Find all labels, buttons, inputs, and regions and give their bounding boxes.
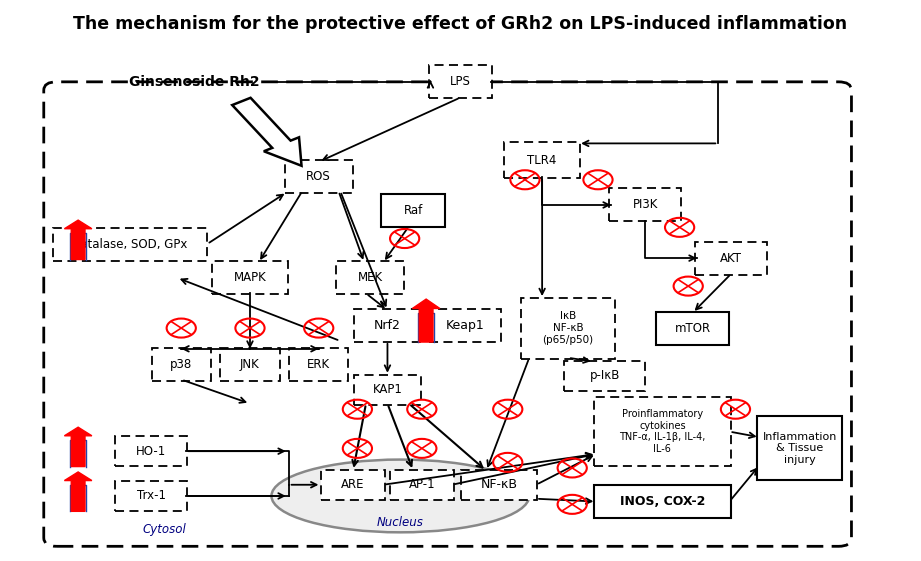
- Text: Nucleus: Nucleus: [377, 516, 424, 528]
- FancyBboxPatch shape: [460, 470, 538, 500]
- FancyBboxPatch shape: [657, 311, 729, 344]
- FancyArrow shape: [232, 98, 301, 166]
- Text: Keap1: Keap1: [446, 319, 484, 332]
- FancyArrow shape: [64, 427, 92, 467]
- Text: TLR4: TLR4: [528, 154, 557, 167]
- Text: Nrf2: Nrf2: [374, 319, 401, 332]
- FancyBboxPatch shape: [220, 348, 280, 381]
- Text: HO-1: HO-1: [136, 445, 167, 458]
- FancyBboxPatch shape: [757, 416, 843, 480]
- FancyBboxPatch shape: [381, 194, 445, 227]
- FancyBboxPatch shape: [390, 470, 454, 500]
- FancyBboxPatch shape: [336, 261, 404, 294]
- Text: INOS, COX-2: INOS, COX-2: [620, 495, 705, 508]
- FancyBboxPatch shape: [521, 297, 614, 358]
- Text: Catalase, SOD, GPx: Catalase, SOD, GPx: [72, 238, 187, 251]
- FancyBboxPatch shape: [152, 348, 211, 381]
- Text: ERK: ERK: [308, 358, 331, 371]
- Text: Raf: Raf: [403, 204, 423, 217]
- Text: p-IκB: p-IκB: [589, 369, 620, 382]
- FancyBboxPatch shape: [321, 470, 385, 500]
- FancyBboxPatch shape: [115, 436, 187, 466]
- FancyBboxPatch shape: [504, 142, 580, 178]
- FancyArrow shape: [64, 220, 92, 260]
- FancyBboxPatch shape: [285, 160, 353, 194]
- FancyBboxPatch shape: [594, 397, 730, 466]
- Text: AP-1: AP-1: [409, 479, 435, 491]
- Text: mTOR: mTOR: [674, 321, 711, 334]
- FancyBboxPatch shape: [594, 485, 730, 518]
- Text: ROS: ROS: [307, 171, 331, 183]
- FancyBboxPatch shape: [289, 348, 348, 381]
- FancyBboxPatch shape: [428, 65, 493, 98]
- FancyBboxPatch shape: [565, 361, 646, 391]
- Text: Ginsenoside Rh2: Ginsenoside Rh2: [129, 75, 260, 89]
- Text: AKT: AKT: [720, 252, 742, 265]
- Text: Inflammation
& Tissue
injury: Inflammation & Tissue injury: [763, 432, 837, 465]
- Text: KAP1: KAP1: [372, 383, 402, 396]
- FancyBboxPatch shape: [428, 309, 501, 342]
- Text: LPS: LPS: [450, 75, 471, 88]
- Text: JNK: JNK: [240, 358, 260, 371]
- FancyArrow shape: [413, 299, 440, 342]
- Text: NF-κB: NF-κB: [481, 479, 518, 491]
- Ellipse shape: [272, 459, 530, 532]
- FancyArrow shape: [64, 472, 92, 511]
- FancyBboxPatch shape: [354, 375, 422, 404]
- Text: IκB
NF-κB
(p65/p50): IκB NF-κB (p65/p50): [542, 311, 593, 344]
- Text: MEK: MEK: [357, 271, 383, 284]
- FancyBboxPatch shape: [115, 481, 187, 511]
- Text: Proinflammatory
cytokines
TNF-α, IL-1β, IL-4,
IL-6: Proinflammatory cytokines TNF-α, IL-1β, …: [619, 409, 705, 454]
- Text: MAPK: MAPK: [234, 271, 266, 284]
- FancyBboxPatch shape: [354, 309, 422, 342]
- Text: Trx-1: Trx-1: [136, 489, 166, 503]
- Text: PI3K: PI3K: [633, 199, 658, 211]
- Text: Cytosol: Cytosol: [143, 523, 186, 536]
- FancyBboxPatch shape: [212, 261, 288, 294]
- FancyBboxPatch shape: [609, 188, 682, 222]
- Text: ARE: ARE: [342, 479, 365, 491]
- Text: The mechanism for the protective effect of GRh2 on LPS-induced inflammation: The mechanism for the protective effect …: [74, 15, 847, 33]
- Text: p38: p38: [170, 358, 192, 371]
- FancyBboxPatch shape: [695, 242, 767, 275]
- FancyBboxPatch shape: [52, 228, 206, 261]
